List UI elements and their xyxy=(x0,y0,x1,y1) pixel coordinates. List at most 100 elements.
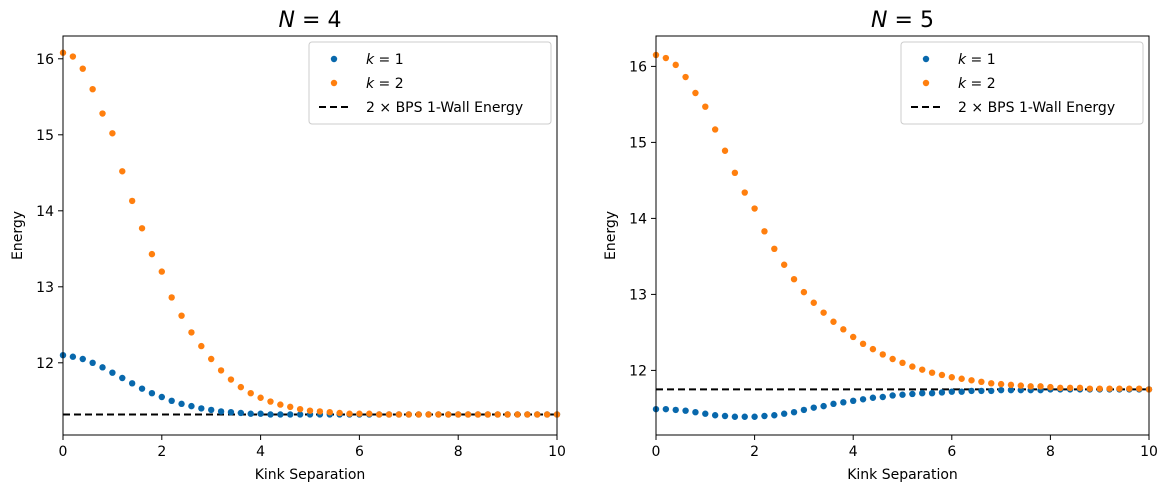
data-point xyxy=(909,363,916,370)
data-point xyxy=(869,394,877,401)
data-point xyxy=(702,103,709,110)
data-point xyxy=(69,53,77,60)
legend-marker xyxy=(922,79,930,87)
legend-label-equals: = xyxy=(966,76,987,92)
data-point xyxy=(128,197,136,205)
x-tick-label: 8 xyxy=(454,444,463,460)
y-tick-label: 12 xyxy=(629,363,647,379)
data-point xyxy=(780,261,788,268)
data-point xyxy=(405,411,412,418)
y-tick-label: 15 xyxy=(36,128,54,144)
data-point xyxy=(99,110,106,117)
x-tick-label: 8 xyxy=(1046,444,1055,460)
data-point xyxy=(859,396,867,403)
data-point xyxy=(968,387,975,395)
legend-label-variable: k xyxy=(958,52,967,68)
legend-label-variable: k xyxy=(366,52,375,68)
data-point xyxy=(978,387,985,395)
data-point xyxy=(1057,384,1064,392)
data-point xyxy=(69,353,77,360)
legend-label: 2 × BPS 1-Wall Energy xyxy=(366,100,523,116)
data-point xyxy=(208,406,215,414)
data-point xyxy=(247,410,254,417)
data-point xyxy=(938,389,946,396)
chart-title: N = 5 xyxy=(871,8,934,33)
data-point xyxy=(692,409,699,416)
data-point xyxy=(257,394,264,401)
data-point xyxy=(217,367,225,374)
data-point xyxy=(79,65,86,72)
data-point xyxy=(879,351,886,358)
data-point xyxy=(267,411,274,418)
data-point xyxy=(445,411,452,418)
x-tick-label: 2 xyxy=(157,444,166,460)
data-point xyxy=(859,340,867,347)
data-point xyxy=(761,228,768,235)
data-point xyxy=(138,385,146,392)
data-point xyxy=(267,398,274,405)
y-tick-label: 15 xyxy=(629,135,647,151)
data-point xyxy=(1106,385,1113,392)
data-point xyxy=(997,380,1005,388)
data-point xyxy=(948,374,955,381)
legend-label-times: × xyxy=(967,100,988,116)
data-point xyxy=(820,402,827,410)
legend-label-value: 2 xyxy=(987,76,996,92)
data-point xyxy=(909,390,916,398)
data-point xyxy=(237,383,245,391)
legend-box xyxy=(308,41,552,125)
legend-label-equals: = xyxy=(966,52,987,68)
data-point xyxy=(257,410,264,417)
data-point xyxy=(879,393,886,401)
data-point xyxy=(119,168,126,175)
data-point xyxy=(780,410,788,417)
data-point xyxy=(188,402,195,410)
legend: k = 1k = 22 × BPS 1-Wall Energy xyxy=(900,41,1144,125)
data-point xyxy=(978,378,985,385)
data-point xyxy=(543,411,551,418)
legend-label: 2 × BPS 1-Wall Energy xyxy=(958,100,1115,116)
data-point xyxy=(474,411,482,418)
x-tick-label: 10 xyxy=(548,444,566,460)
data-point xyxy=(741,413,748,420)
y-tick-label: 13 xyxy=(36,280,54,296)
legend-label-value: 1 xyxy=(395,52,404,68)
data-point xyxy=(790,409,798,416)
data-point xyxy=(1037,383,1044,390)
data-point xyxy=(988,387,995,395)
data-point xyxy=(168,294,175,301)
legend-marker xyxy=(922,55,930,63)
data-point xyxy=(662,54,670,62)
legend-label-value: 2 xyxy=(395,76,404,92)
legend-box xyxy=(900,41,1144,125)
data-point xyxy=(919,366,926,373)
y-axis-label: Energy xyxy=(10,211,26,260)
series-k-2 xyxy=(59,49,561,418)
legend-label-text: BPS 1-Wall Energy xyxy=(988,100,1116,116)
data-point xyxy=(287,411,294,418)
legend-label-factor: 2 xyxy=(366,100,375,116)
data-point xyxy=(731,169,739,176)
data-point xyxy=(810,404,817,411)
data-point xyxy=(751,413,758,420)
data-point xyxy=(1116,385,1123,392)
data-point xyxy=(247,390,254,397)
data-point xyxy=(751,205,758,212)
axes-frame xyxy=(655,35,1150,436)
data-point xyxy=(997,386,1005,394)
x-tick-label: 6 xyxy=(947,444,956,460)
data-point xyxy=(158,268,165,275)
data-point xyxy=(524,411,531,418)
data-point xyxy=(938,371,946,379)
data-point xyxy=(830,318,837,325)
legend-label: k = 1 xyxy=(366,52,404,68)
data-point xyxy=(948,388,955,395)
data-point xyxy=(425,411,432,418)
data-point xyxy=(721,147,729,154)
data-point xyxy=(128,380,136,387)
data-point xyxy=(227,409,235,416)
data-point xyxy=(198,342,205,350)
legend: k = 1k = 22 × BPS 1-Wall Energy xyxy=(308,41,552,125)
data-point xyxy=(494,411,501,418)
